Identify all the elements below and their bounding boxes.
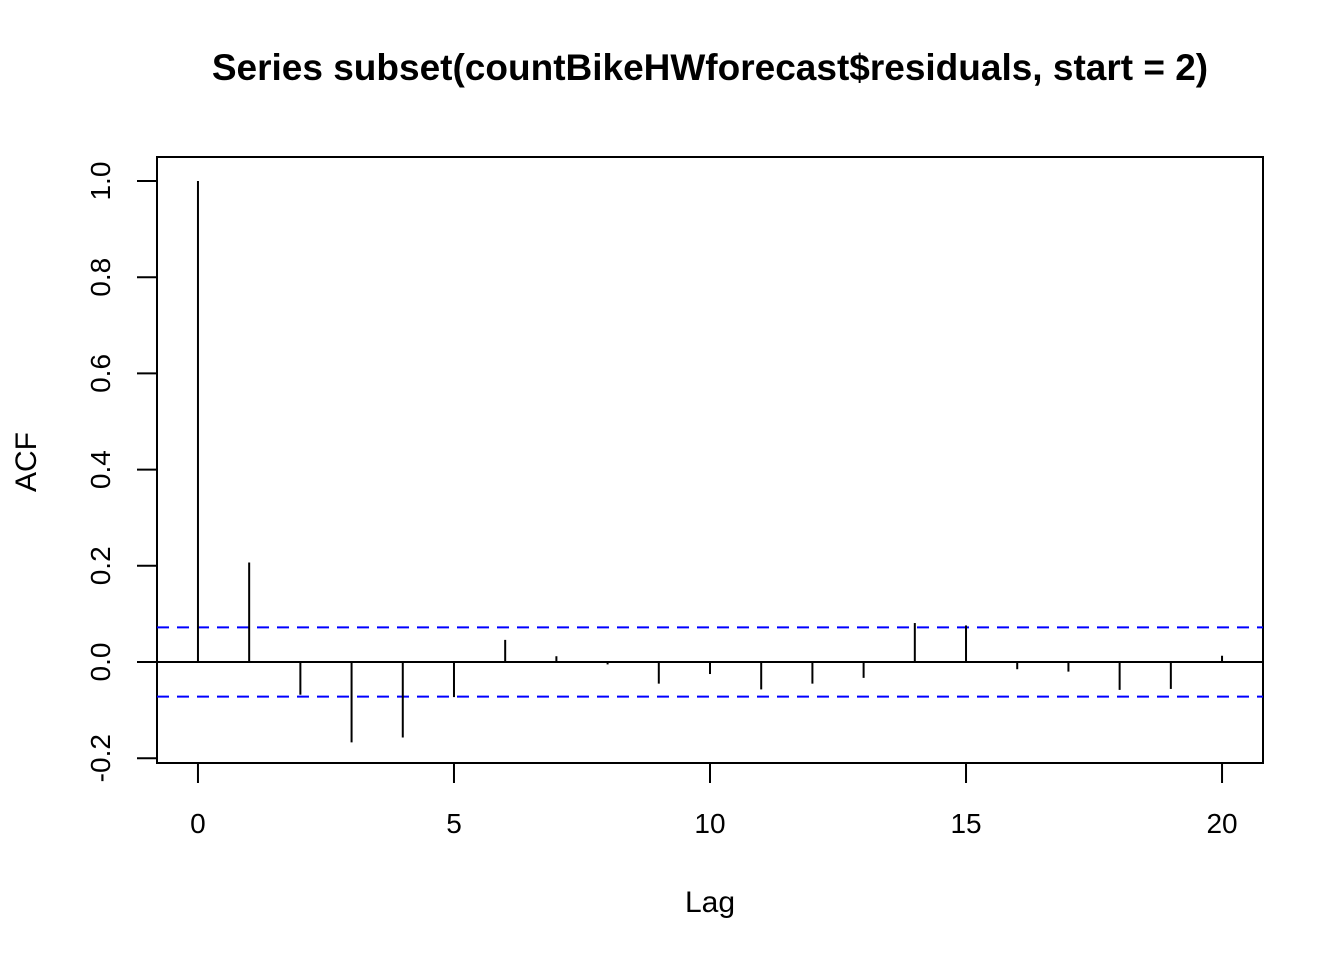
x-tick-label: 20 — [1206, 808, 1237, 839]
y-axis: -0.2 0.0 0.2 0.4 0.6 0.8 1.0 — [85, 162, 158, 782]
y-tick-label: 0.4 — [85, 450, 116, 489]
y-tick-label: -0.2 — [85, 734, 116, 782]
y-tick-label: 0.2 — [85, 546, 116, 585]
x-tick-label: 5 — [446, 808, 462, 839]
x-tick-label: 15 — [950, 808, 981, 839]
x-tick-label: 0 — [190, 808, 206, 839]
y-tick-label: 1.0 — [85, 162, 116, 201]
confidence-lines — [157, 626, 1263, 698]
x-axis: 0 5 10 15 20 — [190, 762, 1238, 839]
x-tick-label: 10 — [694, 808, 725, 839]
chart-title: Series subset(countBikeHWforecast$residu… — [212, 47, 1208, 88]
acf-bars — [196, 181, 1224, 743]
x-axis-label: Lag — [685, 886, 735, 919]
y-tick-label: 0.6 — [85, 354, 116, 393]
y-tick-label: 0.8 — [85, 258, 116, 297]
y-tick-label: 0.0 — [85, 643, 116, 682]
y-axis-label: ACF — [10, 432, 43, 492]
